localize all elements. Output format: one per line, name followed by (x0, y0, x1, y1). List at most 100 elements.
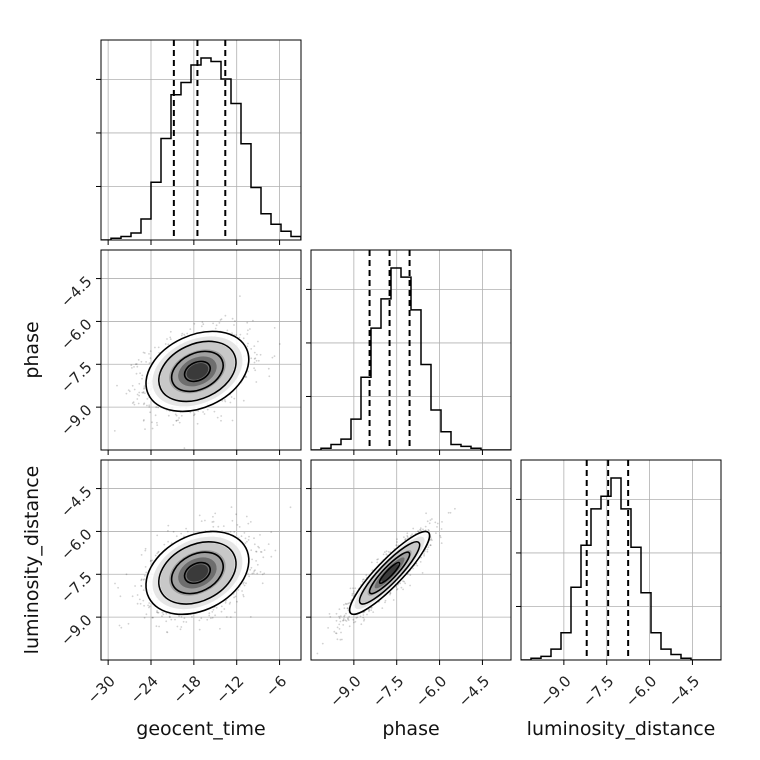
y-axis-label-luminosity-distance: luminosity_distance (21, 466, 43, 655)
scatter-point (439, 534, 442, 537)
scatter-point (254, 357, 257, 360)
scatter-point (243, 581, 245, 584)
scatter-point (260, 551, 263, 553)
scatter-point (166, 338, 168, 340)
scatter-point (180, 334, 183, 337)
scatter-point (142, 391, 145, 393)
scatter-point (271, 356, 274, 359)
scatter-point (136, 398, 139, 400)
scatter-point (189, 411, 192, 414)
scatter-point (175, 419, 178, 422)
contour-line (348, 530, 431, 616)
scatter-point (146, 398, 149, 400)
hist-frame (520, 459, 722, 661)
scatter-point (338, 615, 340, 618)
scatter-point (128, 390, 131, 393)
scatter-point (158, 625, 161, 628)
scatter-point (116, 384, 118, 387)
scatter-point (211, 616, 214, 619)
scatter-point (145, 613, 148, 616)
scatter-point (343, 615, 345, 618)
scatter-point (165, 620, 168, 623)
scatter-point (384, 599, 387, 602)
scatter-point (193, 322, 196, 325)
scatter-point (252, 319, 254, 322)
scatter-point (361, 580, 364, 583)
scatter-point (387, 550, 390, 553)
scatter-point (229, 530, 232, 533)
scatter-point (212, 515, 214, 518)
scatter-point (340, 631, 342, 634)
scatter-point (255, 381, 258, 383)
scatter-point (352, 587, 354, 590)
scatter-point (262, 556, 265, 559)
scatter-point (362, 614, 365, 616)
scatter-point (167, 530, 169, 532)
scatter-point (234, 595, 237, 598)
scatter-point (242, 594, 245, 596)
scatter-point (142, 589, 145, 591)
scatter-point (410, 534, 412, 537)
scatter-point (430, 538, 433, 540)
scatter-point (127, 622, 130, 625)
scatter-point (259, 571, 262, 573)
scatter-point (133, 403, 136, 406)
scatter-point (131, 367, 133, 369)
scatter-point (429, 539, 432, 541)
scatter-point (376, 558, 378, 561)
scatter-point (198, 619, 201, 622)
scatter-point (135, 372, 138, 375)
scatter-point (404, 537, 407, 540)
x-tick-label: −6.0 (412, 672, 450, 710)
scatter-point (429, 519, 432, 521)
scatter-point (186, 332, 189, 335)
scatter-point (253, 361, 256, 364)
scatter-point (248, 535, 250, 538)
scatter-point (144, 392, 146, 395)
scatter-point (138, 391, 141, 394)
scatter-point (366, 613, 368, 616)
density-fill (186, 564, 209, 582)
scatter-point (396, 541, 398, 543)
scatter-point (196, 422, 199, 425)
scatter-point (255, 359, 258, 362)
scatter-point (338, 617, 341, 620)
scatter-point (362, 578, 364, 581)
scatter-frame (100, 459, 302, 661)
scatter-point (167, 343, 170, 346)
scatter-point (439, 536, 442, 539)
scatter-point (148, 353, 150, 355)
contour-line (158, 340, 237, 403)
scatter-point (419, 529, 422, 532)
scatter-point (426, 520, 429, 523)
hist-panel-phase (306, 250, 511, 450)
scatter-point (423, 553, 425, 555)
scatter-point (412, 527, 415, 530)
scatter-point (125, 392, 128, 395)
scatter-point (114, 582, 116, 585)
scatter-point (178, 421, 181, 424)
scatter-point (435, 532, 437, 534)
scatter-point (229, 601, 232, 604)
scatter-point (422, 528, 424, 531)
scatter-point (167, 524, 170, 527)
scatter-point (141, 377, 143, 380)
y-tick-label: −7.5 (57, 358, 95, 396)
scatter-point (257, 340, 259, 343)
scatter-point (142, 599, 145, 602)
scatter-point (256, 353, 258, 356)
scatter-point (399, 582, 402, 585)
scatter-point (127, 389, 130, 391)
x-tick-label: −12 (212, 672, 247, 707)
scatter-point (140, 360, 143, 363)
scatter-point (140, 585, 143, 587)
scatter-point (150, 559, 152, 562)
scatter-point (172, 530, 175, 533)
scatter-point (345, 603, 348, 605)
scatter-point (236, 524, 239, 526)
scatter-point (368, 610, 370, 613)
scatter-point (449, 511, 452, 514)
scatter-point (242, 399, 245, 402)
scatter-point (175, 419, 178, 422)
scatter-point (250, 566, 253, 569)
